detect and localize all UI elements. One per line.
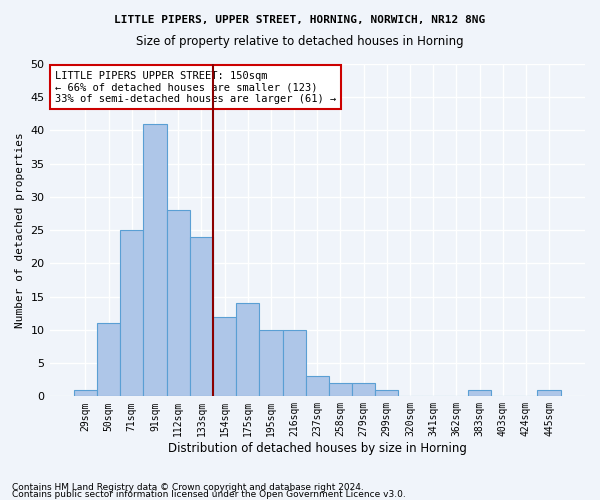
Bar bbox=[236, 304, 259, 396]
Bar bbox=[352, 383, 375, 396]
Bar bbox=[120, 230, 143, 396]
Text: LITTLE PIPERS, UPPER STREET, HORNING, NORWICH, NR12 8NG: LITTLE PIPERS, UPPER STREET, HORNING, NO… bbox=[115, 15, 485, 25]
Bar bbox=[190, 237, 213, 396]
Y-axis label: Number of detached properties: Number of detached properties bbox=[15, 132, 25, 328]
Bar bbox=[283, 330, 305, 396]
Bar bbox=[143, 124, 167, 396]
Bar bbox=[468, 390, 491, 396]
Bar bbox=[259, 330, 283, 396]
Bar bbox=[97, 323, 120, 396]
Bar bbox=[74, 390, 97, 396]
Text: Size of property relative to detached houses in Horning: Size of property relative to detached ho… bbox=[136, 35, 464, 48]
Bar bbox=[538, 390, 560, 396]
Bar bbox=[375, 390, 398, 396]
Bar bbox=[329, 383, 352, 396]
Text: Contains HM Land Registry data © Crown copyright and database right 2024.: Contains HM Land Registry data © Crown c… bbox=[12, 484, 364, 492]
Bar bbox=[167, 210, 190, 396]
Bar bbox=[305, 376, 329, 396]
Text: Contains public sector information licensed under the Open Government Licence v3: Contains public sector information licen… bbox=[12, 490, 406, 499]
Bar bbox=[213, 316, 236, 396]
Text: LITTLE PIPERS UPPER STREET: 150sqm
← 66% of detached houses are smaller (123)
33: LITTLE PIPERS UPPER STREET: 150sqm ← 66%… bbox=[55, 70, 336, 104]
X-axis label: Distribution of detached houses by size in Horning: Distribution of detached houses by size … bbox=[168, 442, 467, 455]
